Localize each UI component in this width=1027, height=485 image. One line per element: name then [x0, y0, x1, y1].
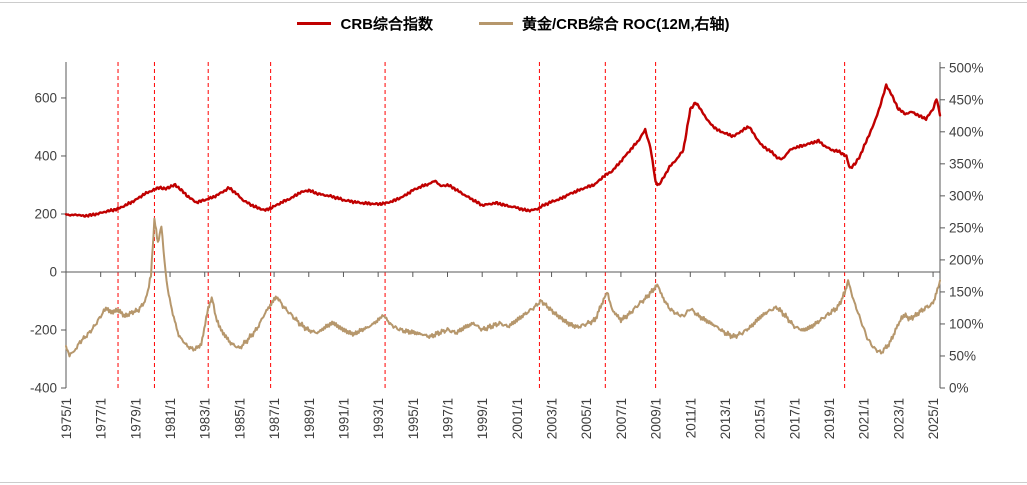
right-axis-tick-label: 250%: [949, 220, 984, 235]
series-line-crb: [64, 83, 942, 218]
left-axis-tick-label: 400: [34, 148, 57, 163]
right-axis-tick-label: 150%: [949, 284, 984, 299]
x-axis-tick-label: 1977/1: [94, 398, 109, 439]
top-rule: [0, 2, 1027, 3]
bottom-rule: [0, 482, 1027, 483]
x-axis-tick-label: 2001/1: [510, 398, 525, 439]
crb-line-swatch: [297, 22, 332, 25]
right-axis-tick-label: 400%: [949, 124, 984, 139]
left-axis-tick-label: -200: [30, 322, 57, 337]
x-axis-tick-label: 1979/1: [128, 398, 143, 439]
right-axis-tick-label: 50%: [949, 348, 976, 363]
x-axis-tick-label: 2017/1: [787, 398, 802, 439]
right-axis-tick-label: 300%: [949, 188, 984, 203]
left-axis-tick-label: 0: [49, 264, 57, 279]
right-axis-tick-label: 200%: [949, 252, 984, 267]
x-axis-tick-label: 2009/1: [649, 398, 664, 439]
x-axis-tick-label: 1985/1: [232, 398, 247, 439]
x-axis-tick-label: 1997/1: [441, 398, 456, 439]
x-axis-tick-label: 2013/1: [718, 398, 733, 439]
x-axis-tick-label: 2015/1: [753, 398, 768, 439]
right-axis-tick-label: 0%: [949, 381, 969, 396]
x-axis-tick-label: 1993/1: [371, 398, 386, 439]
right-axis-tick-label: 100%: [949, 316, 984, 331]
x-axis-tick-label: 1999/1: [475, 398, 490, 439]
x-axis-tick-label: 1975/1: [59, 398, 74, 439]
x-axis-tick-label: 2021/1: [857, 398, 872, 439]
legend: CRB综合指数 黄金/CRB综合 ROC(12M,右轴): [0, 13, 1027, 34]
legend-item-roc: 黄金/CRB综合 ROC(12M,右轴): [478, 13, 730, 34]
left-axis-tick-label: 200: [34, 206, 57, 221]
right-axis-tick-label: 500%: [949, 60, 984, 75]
x-axis-tick-label: 1981/1: [163, 398, 178, 439]
x-axis-tick-label: 2005/1: [579, 398, 594, 439]
legend-label-roc: 黄金/CRB综合 ROC(12M,右轴): [521, 16, 730, 33]
right-axis-tick-label: 350%: [949, 156, 984, 171]
left-axis-tick-label: 600: [34, 90, 57, 105]
x-axis-tick-label: 2011/1: [683, 398, 698, 438]
x-axis-tick-label: 1987/1: [267, 398, 282, 439]
legend-item-crb: CRB综合指数: [297, 13, 433, 34]
legend-label-crb: CRB综合指数: [340, 16, 433, 33]
series-line-roc: [65, 217, 941, 358]
x-axis-tick-label: 1983/1: [198, 398, 213, 439]
x-axis-tick-label: 2019/1: [822, 398, 837, 439]
x-axis-tick-label: 1989/1: [302, 398, 317, 439]
x-axis-tick-label: 2007/1: [614, 398, 629, 439]
right-axis-tick-label: 450%: [949, 92, 984, 107]
roc-line-swatch: [478, 22, 513, 25]
x-axis-tick-label: 2023/1: [891, 398, 906, 439]
x-axis-tick-label: 1995/1: [406, 398, 421, 439]
left-axis-tick-label: -400: [30, 381, 57, 396]
x-axis-tick-label: 2025/1: [926, 398, 941, 439]
x-axis-tick-label: 1991/1: [336, 398, 351, 439]
x-axis-tick-label: 2003/1: [545, 398, 560, 439]
